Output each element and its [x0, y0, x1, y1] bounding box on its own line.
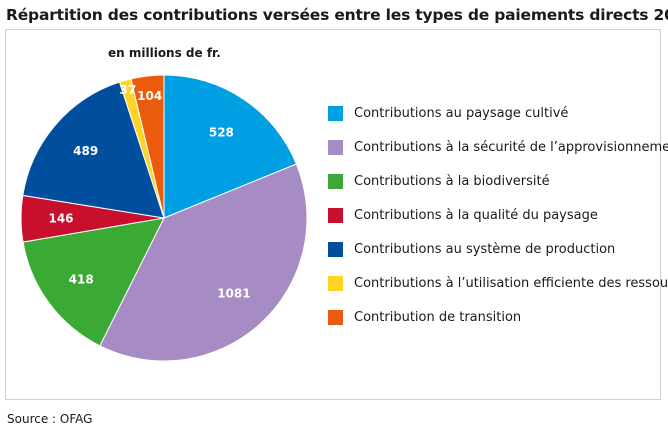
slice-value-label: 146 [48, 212, 73, 226]
legend-item: Contributions à la sécurité de l’approvi… [328, 140, 668, 174]
legend-label: Contributions au système de production [354, 242, 616, 257]
legend-item: Contributions au système de production [328, 242, 668, 276]
slice-value-label: 418 [69, 272, 94, 286]
pie-slice [130, 74, 165, 219]
legend-swatch [328, 276, 343, 291]
slice-value-label: 489 [73, 144, 98, 158]
legend-swatch [328, 310, 343, 325]
pie-slice [163, 74, 298, 219]
slice-value-label: 1081 [217, 287, 250, 301]
legend-label: Contributions à l’utilisation efficiente… [354, 276, 668, 291]
legend-item: Contributions au paysage cultivé [328, 106, 668, 140]
legend: Contributions au paysage cultivé Contrib… [328, 106, 668, 344]
legend-swatch [328, 208, 343, 223]
legend-item: Contributions à la biodiversité [328, 174, 668, 208]
legend-item: Contribution de transition [328, 310, 668, 344]
legend-item: Contributions à la qualité du paysage [328, 208, 668, 242]
pie-slice [22, 81, 165, 219]
legend-label: Contribution de transition [354, 310, 522, 325]
legend-item: Contributions à l’utilisation efficiente… [328, 276, 668, 310]
pie-slice [22, 217, 165, 347]
legend-swatch [328, 140, 343, 155]
slice-value-label: 37 [120, 83, 137, 97]
legend-swatch [328, 174, 343, 189]
legend-label: Contributions à la qualité du paysage [354, 208, 598, 223]
pie-slice-labels: 528 1081 418 146 489 37 104 [48, 83, 250, 301]
pie-slice [99, 163, 308, 362]
slice-value-label: 104 [137, 89, 162, 103]
legend-label: Contributions à la sécurité de l’approvi… [354, 140, 668, 155]
slice-value-label: 528 [209, 126, 234, 140]
legend-swatch [328, 242, 343, 257]
legend-label: Contributions au paysage cultivé [354, 106, 569, 121]
unit-label: en millions de fr. [108, 46, 221, 60]
legend-label: Contributions à la biodiversité [354, 174, 550, 189]
pie-slices [20, 74, 308, 362]
chart-title: Répartition des contributions versées en… [6, 6, 668, 24]
source-note: Source : OFAG [7, 412, 93, 426]
legend-swatch [328, 106, 343, 121]
